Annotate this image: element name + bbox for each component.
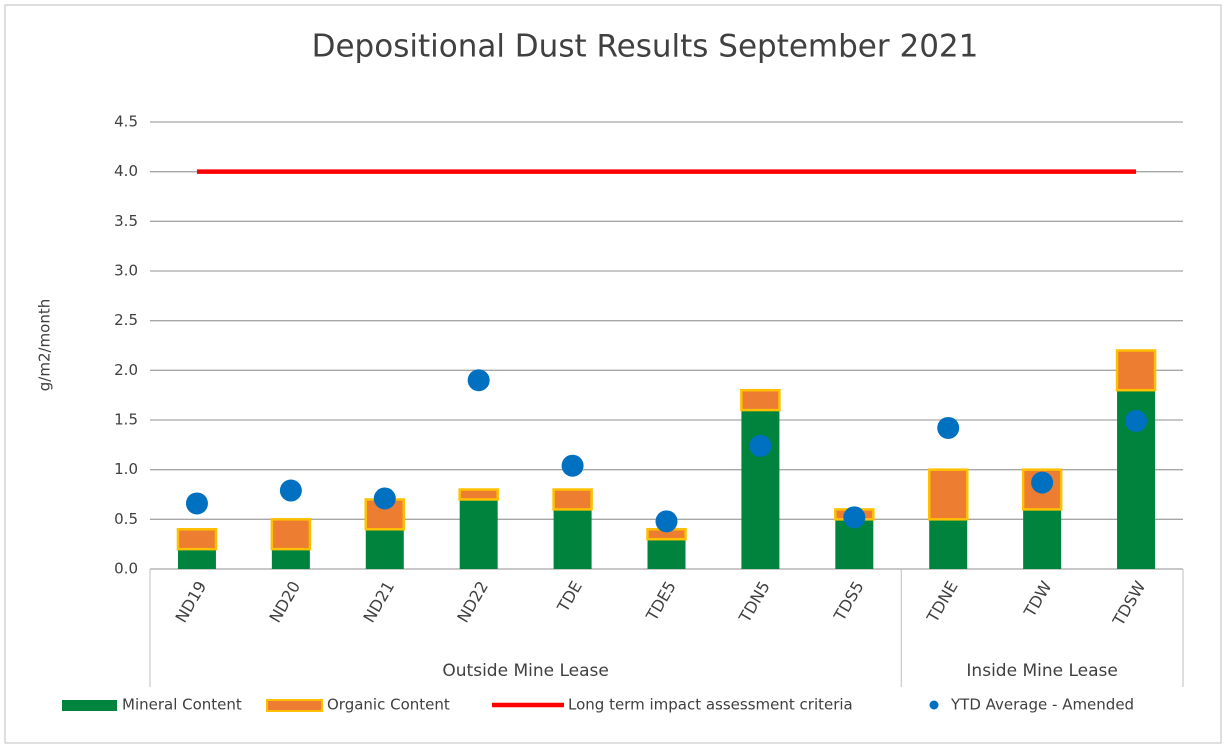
- bar-segment: [647, 539, 686, 569]
- y-tick-label: 0.0: [114, 560, 138, 578]
- bar-segment: [270, 518, 312, 551]
- group-label: Outside Mine Lease: [442, 661, 608, 681]
- bar-segment: [177, 549, 216, 569]
- point: [937, 416, 960, 439]
- point: [185, 492, 208, 515]
- y-tick-label: 3.0: [114, 262, 138, 280]
- legend-label: Organic Content: [327, 696, 450, 714]
- y-tick-label: 1.0: [114, 460, 138, 478]
- bar-segment: [740, 388, 781, 412]
- legend-label: YTD Average - Amended: [950, 696, 1134, 714]
- bar-segment: [927, 468, 969, 521]
- bar-segment: [1115, 349, 1157, 392]
- group-label: Inside Mine Lease: [966, 661, 1117, 681]
- legend-swatch: [62, 700, 117, 711]
- bar-segment: [458, 488, 499, 501]
- y-tick-label: 1.5: [114, 411, 138, 429]
- legend-label: Long term impact assessment criteria: [568, 696, 853, 714]
- bar-segment: [364, 498, 406, 531]
- point: [1125, 409, 1148, 432]
- bar-segment: [176, 528, 218, 551]
- point: [1031, 471, 1054, 494]
- point: [373, 487, 396, 510]
- chart-frame: [4, 4, 1222, 744]
- chart-title: Depositional Dust Results September 2021: [312, 29, 979, 65]
- legend-swatch: [266, 699, 323, 712]
- y-tick-label: 0.5: [114, 510, 138, 528]
- y-tick-label: 4.5: [114, 113, 138, 131]
- y-tick-label: 2.5: [114, 311, 138, 329]
- point: [279, 479, 302, 502]
- point: [655, 510, 678, 533]
- y-axis-label: g/m2/month: [36, 299, 54, 391]
- bar-segment: [1023, 509, 1062, 569]
- point: [749, 434, 772, 457]
- legend-label: Mineral Content: [122, 696, 242, 714]
- point: [843, 506, 866, 529]
- bar-segment: [271, 549, 310, 569]
- legend-swatch: [929, 700, 939, 710]
- bar-segment: [365, 529, 404, 569]
- y-tick-label: 4.0: [114, 162, 138, 180]
- bar-segment: [552, 488, 593, 511]
- point: [561, 454, 584, 477]
- y-tick-label: 3.5: [114, 212, 138, 230]
- bar-segment: [929, 519, 968, 569]
- point: [467, 369, 490, 392]
- bar-segment: [553, 509, 592, 569]
- y-tick-label: 2.0: [114, 361, 138, 379]
- bar-segment: [741, 410, 780, 569]
- bar-segment: [459, 499, 498, 569]
